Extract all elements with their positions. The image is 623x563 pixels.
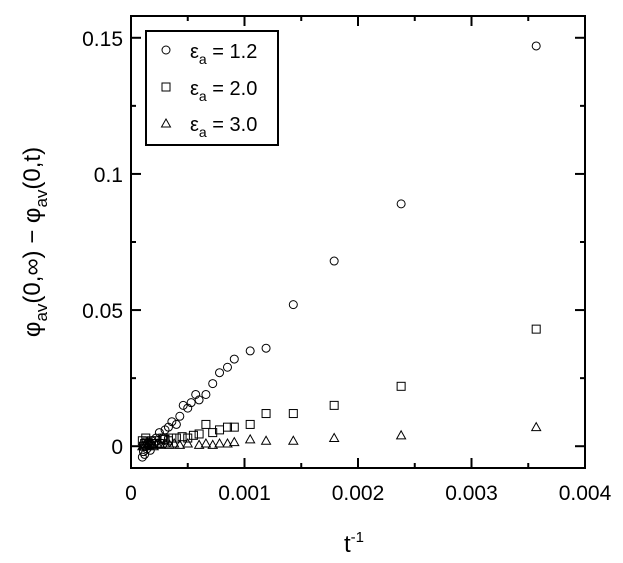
triangle-point (260, 435, 272, 445)
y-axis-title: φav(0,∞) − φav(0,t) (19, 147, 51, 337)
triangle-point (287, 435, 299, 445)
square-point (194, 429, 204, 439)
x-tick-label: 0.004 (559, 482, 612, 505)
triangle-point (228, 436, 240, 447)
square-point (160, 434, 170, 444)
circle-point (175, 411, 185, 421)
circle-point (167, 417, 177, 427)
legend-label-3: εa = 3.0 (190, 114, 257, 140)
legend-entry-3: εa = 3.0 (160, 114, 257, 140)
legend-square-marker (161, 82, 171, 92)
x-tick-label: 0 (125, 482, 137, 505)
square-point (329, 400, 339, 410)
triangle-point (168, 437, 180, 448)
triangle-point (244, 433, 256, 444)
triangle-point (174, 439, 186, 449)
legend-box (145, 30, 279, 146)
square-point (222, 422, 232, 432)
triangle-point (193, 439, 205, 449)
triangle-point (328, 432, 340, 443)
circle-point (261, 343, 271, 353)
y-tick-label: 0.05 (82, 300, 123, 323)
circle-point (201, 389, 211, 399)
circle-point (178, 400, 188, 410)
circle-point (245, 346, 255, 356)
series-3 (136, 421, 542, 451)
circle-point (215, 368, 225, 378)
series-2 (137, 324, 541, 451)
square-point (208, 428, 218, 438)
legend-entry-1: εa = 1.2 (161, 41, 257, 67)
x-axis-title: t-1 (344, 529, 364, 558)
circle-point (186, 398, 196, 408)
triangle-point (159, 437, 171, 448)
circle-point (171, 419, 181, 429)
circle-point (229, 354, 239, 364)
circle-point (194, 395, 204, 405)
circle-point (531, 41, 541, 51)
circle-point (288, 300, 298, 310)
square-point (177, 432, 187, 442)
data-series (136, 41, 542, 462)
legend-circle-marker (161, 45, 171, 55)
square-point (531, 324, 541, 334)
square-point (245, 419, 255, 429)
triangle-point (155, 439, 166, 449)
triangle-point (395, 429, 407, 440)
circle-point (222, 362, 232, 372)
legend-triangle-marker (160, 117, 172, 128)
square-point (288, 409, 298, 419)
triangle-point (200, 437, 212, 448)
x-tick-label: 0.003 (445, 482, 498, 505)
square-point (229, 422, 239, 432)
legend-entry-2: εa = 2.0 (161, 78, 257, 104)
circle-point (208, 379, 218, 389)
square-point (188, 430, 198, 440)
legend-label-2: εa = 2.0 (190, 78, 257, 104)
y-tick-label: 0 (111, 436, 123, 459)
y-tick-label: 0.15 (82, 28, 123, 51)
x-tick-label: 0.001 (218, 482, 271, 505)
square-point (261, 409, 271, 419)
x-tick-label: 0.002 (332, 482, 385, 505)
square-point (201, 419, 211, 429)
square-point (396, 381, 406, 391)
triangle-point (141, 440, 153, 451)
triangle-point (139, 439, 150, 449)
circle-point (396, 199, 406, 209)
triangle-point (164, 439, 175, 449)
triangle-point (207, 439, 219, 449)
legend: εa = 1.2 εa = 2.0 εa = 3.0 (145, 30, 279, 146)
circle-point (329, 256, 339, 266)
y-tick-label: 0.1 (94, 164, 123, 187)
triangle-point (143, 437, 155, 448)
legend-label-1: εa = 1.2 (190, 41, 257, 67)
y-axis-ticks: 0 0.05 0.1 0.15 (82, 28, 585, 459)
triangle-point (182, 437, 194, 448)
triangle-point (222, 437, 233, 448)
square-point (183, 433, 193, 443)
x-axis-ticks: 0 0.001 0.002 0.003 0.004 (125, 16, 612, 505)
triangle-point (148, 440, 160, 451)
circle-point (137, 452, 147, 462)
triangle-point (530, 421, 542, 432)
triangle-point (214, 437, 225, 448)
